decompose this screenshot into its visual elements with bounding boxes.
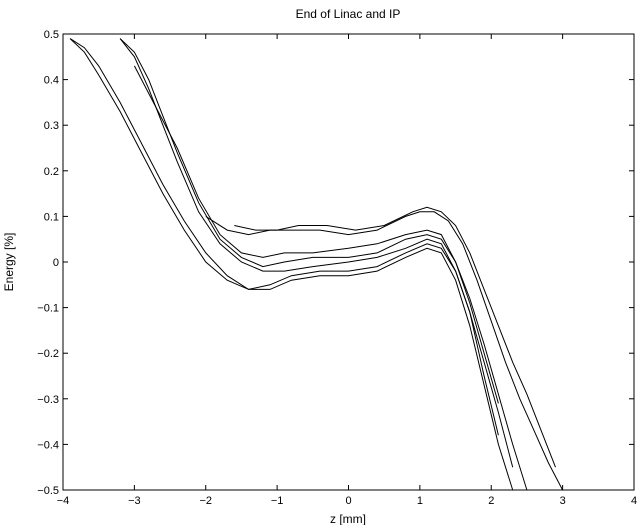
series-group (69, 38, 564, 491)
x-tick-label: 0 (345, 495, 351, 507)
y-tick-label: −0.2 (37, 348, 59, 360)
series-line-5 (133, 65, 499, 404)
x-axis-label: z [mm] (330, 512, 366, 525)
y-tick-label: 0.2 (44, 166, 59, 178)
y-axis-label: Energy [%] (2, 233, 16, 292)
series-line-2 (69, 38, 499, 436)
x-tick-label: 4 (631, 495, 637, 507)
y-tick-label: 0.1 (44, 211, 59, 223)
x-tick-label: 2 (488, 495, 494, 507)
x-tick-label: −3 (128, 495, 141, 507)
x-tick-label: −4 (57, 495, 70, 507)
series-line-1 (69, 38, 514, 491)
y-tick-label: −0.4 (37, 439, 59, 451)
y-tick-label: −0.3 (37, 394, 59, 406)
y-tick-label: 0.4 (44, 75, 59, 87)
y-tick-label: −0.1 (37, 303, 59, 315)
x-tick-label: 1 (417, 495, 423, 507)
y-tick-label: 0.5 (44, 29, 59, 41)
series-line-7 (234, 206, 556, 468)
y-axis-ticks: 0.5 0.4 0.3 0.2 0.1 0 −0.1 −0.2 −0.3 −0.4 −0.5 (37, 29, 634, 497)
y-tick-label: 0.3 (44, 120, 59, 132)
series-line-4 (119, 38, 514, 468)
x-tick-label: 3 (560, 495, 566, 507)
y-tick-label: 0 (53, 257, 59, 269)
x-tick-label: −1 (271, 495, 284, 507)
x-tick-label: −2 (199, 495, 212, 507)
y-tick-label: −0.5 (37, 485, 59, 497)
x-axis-ticks: −4 −3 −2 −1 0 1 2 3 4 (57, 34, 637, 507)
chart-title: End of Linac and IP (296, 7, 401, 21)
